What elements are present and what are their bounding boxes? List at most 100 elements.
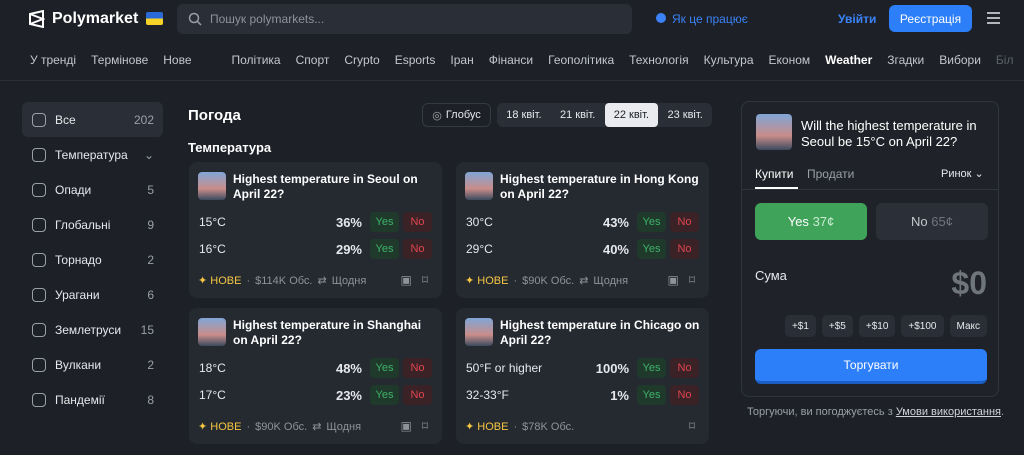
- outcome-pct: 48%: [335, 360, 362, 376]
- menu[interactable]: [987, 12, 1000, 24]
- gift-icon[interactable]: ▣: [667, 273, 679, 287]
- card-actions: ▣ ⌑: [400, 419, 428, 433]
- outcome-pct: 43%: [602, 214, 629, 230]
- market-card[interactable]: Highest temperature in Shanghai on April…: [189, 308, 442, 444]
- volume: $90K Обс.: [522, 274, 575, 287]
- no-button[interactable]: No: [670, 385, 699, 405]
- nav-item[interactable]: Esports: [394, 53, 436, 67]
- nav-item[interactable]: Термінове: [91, 53, 149, 67]
- no-label: No: [911, 214, 928, 229]
- nav-item[interactable]: Вибори: [939, 53, 981, 67]
- outcome-label: 15°C: [199, 215, 226, 229]
- sidebar-item[interactable]: Все 202: [22, 102, 163, 137]
- tab-divider: [742, 189, 998, 190]
- market-card[interactable]: Highest temperature in Chicago on April …: [456, 308, 709, 444]
- nav-item[interactable]: У тренді: [30, 53, 77, 67]
- yes-button[interactable]: Yes: [637, 358, 666, 378]
- sidebar-item[interactable]: Вулкани 2: [22, 347, 163, 382]
- outcome-label: 18°C: [199, 361, 226, 375]
- no-option[interactable]: No 65¢: [876, 203, 988, 240]
- nav-item[interactable]: Економ: [768, 53, 811, 67]
- sidebar-item[interactable]: Урагани 6: [22, 277, 163, 312]
- no-button[interactable]: No: [403, 239, 432, 259]
- no-button[interactable]: No: [670, 212, 699, 232]
- yes-button[interactable]: Yes: [370, 385, 399, 405]
- nav-item[interactable]: Спорт: [295, 53, 330, 67]
- outcome-pct: 36%: [335, 214, 362, 230]
- nav-item[interactable]: Фінанси: [488, 53, 534, 67]
- search-box[interactable]: Пошук polymarkets...: [177, 4, 632, 34]
- signup[interactable]: Реєстрація: [889, 5, 972, 32]
- sidebar-item[interactable]: Температура ⌄: [22, 137, 163, 172]
- sidebar-item[interactable]: Землетруси 15: [22, 312, 163, 347]
- amount-chip[interactable]: +$100: [901, 315, 944, 337]
- amount[interactable]: $0: [951, 265, 987, 301]
- bookmark-icon[interactable]: ⌑: [421, 419, 428, 433]
- sidebar-item[interactable]: Глобальні 9: [22, 207, 163, 242]
- filter[interactable]: ◎ Глобус: [422, 103, 491, 127]
- market-card[interactable]: Highest temperature in Seoul on April 22…: [189, 162, 442, 298]
- sidebar-label: Торнадо: [55, 252, 102, 267]
- date-tab[interactable]: 23 квіт.: [667, 109, 703, 121]
- sidebar-icon: [32, 252, 46, 267]
- nav-item[interactable]: Біл: [995, 53, 1014, 67]
- bookmark-icon[interactable]: ⌑: [688, 419, 695, 433]
- card-actions: ▣ ⌑: [667, 273, 695, 287]
- date-tab[interactable]: 22 квіт.: [604, 103, 659, 127]
- yes-option[interactable]: Yes 37¢: [755, 203, 867, 240]
- outcome-row: 50°F or higher 100% Yes No: [466, 358, 699, 378]
- no-button[interactable]: No: [403, 385, 432, 405]
- trade-button[interactable]: Торгувати: [755, 349, 987, 384]
- how-it-works[interactable]: Як це працює: [672, 12, 748, 26]
- bookmark-icon[interactable]: ⌑: [421, 273, 428, 287]
- amount-chip[interactable]: +$10: [858, 315, 896, 337]
- yes-button[interactable]: Yes: [370, 358, 399, 378]
- nav-item[interactable]: Політика: [231, 53, 281, 67]
- nav-item[interactable]: Згадки: [887, 53, 925, 67]
- market-card[interactable]: Highest temperature in Hong Kong on Apri…: [456, 162, 709, 298]
- dot: ·: [513, 420, 518, 433]
- bookmark-icon[interactable]: ⌑: [688, 273, 695, 287]
- brand[interactable]: Polymarket: [52, 10, 139, 27]
- tab-buy[interactable]: Купити: [755, 167, 794, 181]
- nav-item[interactable]: Культура: [703, 53, 754, 67]
- gift-icon[interactable]: ▣: [400, 419, 412, 433]
- order-type[interactable]: Ринок ⌄: [941, 168, 984, 180]
- terms-link[interactable]: Умови використання: [895, 406, 1001, 418]
- amount-chip[interactable]: Макс: [949, 315, 987, 337]
- sidebar-item[interactable]: Пандемії 8: [22, 382, 163, 417]
- no-button[interactable]: No: [403, 212, 432, 232]
- amount-chip[interactable]: +$1: [784, 315, 816, 337]
- no-button[interactable]: No: [670, 239, 699, 259]
- yes-button[interactable]: Yes: [370, 239, 399, 259]
- sidebar-item[interactable]: Опади 5: [22, 172, 163, 207]
- yes-button[interactable]: Yes: [637, 212, 666, 232]
- outcome-label: 17°C: [199, 388, 226, 402]
- card-thumb: [465, 318, 493, 346]
- date-tab[interactable]: 18 квіт.: [506, 109, 542, 121]
- nav-item[interactable]: Нове: [163, 53, 192, 67]
- tab-sell[interactable]: Продати: [807, 167, 855, 181]
- outcome-pct: 29%: [335, 241, 362, 257]
- login[interactable]: Увійти: [838, 12, 877, 26]
- yes-button[interactable]: Yes: [370, 212, 399, 232]
- outcome-row: 18°C 48% Yes No: [199, 358, 432, 378]
- date-tab[interactable]: 21 квіт.: [559, 109, 596, 121]
- nav-item[interactable]: Геополітика: [548, 53, 615, 67]
- tag-label: НОВЕ: [210, 421, 242, 433]
- gift-icon[interactable]: ▣: [400, 273, 412, 287]
- yes-button[interactable]: Yes: [637, 385, 666, 405]
- sidebar-count: 9: [147, 217, 154, 232]
- nav-item[interactable]: Іран: [450, 53, 474, 67]
- yes-label: Yes: [787, 214, 809, 229]
- no-button[interactable]: No: [670, 358, 699, 378]
- nav-item[interactable]: Crypto: [344, 53, 380, 67]
- amount-chip[interactable]: +$5: [821, 315, 853, 337]
- sidebar-icon: [32, 147, 46, 162]
- no-button[interactable]: No: [403, 358, 432, 378]
- nav-item[interactable]: Weather: [825, 53, 873, 67]
- yes-button[interactable]: Yes: [637, 239, 666, 259]
- nav-item[interactable]: Технологія: [629, 53, 689, 67]
- sidebar-item[interactable]: Торнадо 2: [22, 242, 163, 277]
